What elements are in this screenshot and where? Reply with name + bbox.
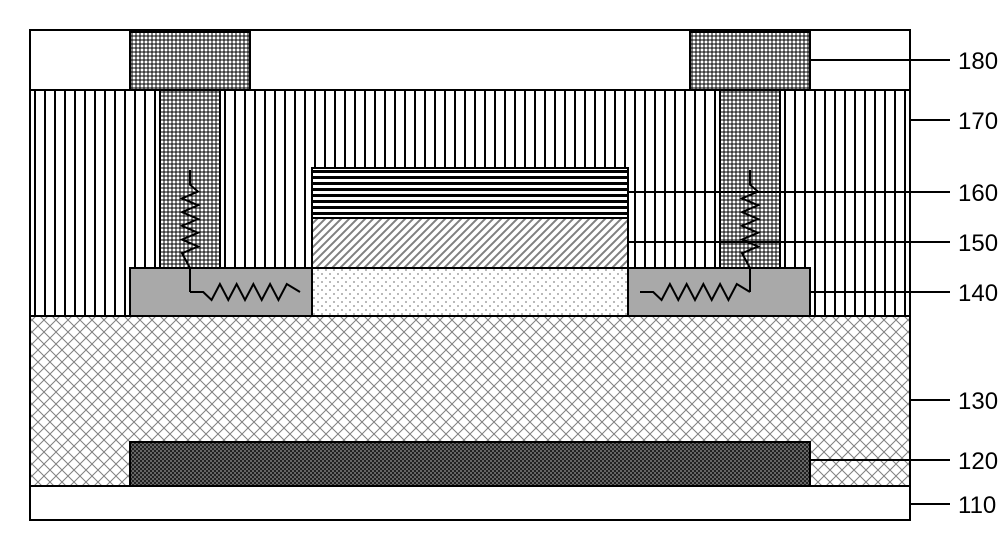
label-150: 150	[958, 230, 998, 258]
label-130: 130	[958, 388, 998, 416]
label-170: 170	[958, 108, 998, 136]
label-120: 120	[958, 448, 998, 476]
cross-section-diagram: 180 170 160 150 140 130 120 110	[20, 20, 1000, 533]
label-140: 140	[958, 280, 998, 308]
label-160: 160	[958, 180, 998, 208]
label-180: 180	[958, 48, 998, 76]
label-110: 110	[958, 492, 996, 520]
diagram-svg	[20, 20, 1000, 533]
